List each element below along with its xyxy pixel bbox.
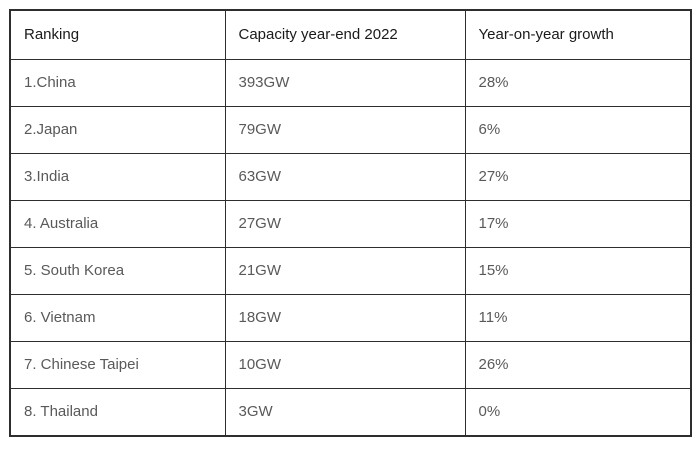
cell-capacity: 27GW (224, 200, 466, 248)
cell-capacity: 21GW (224, 247, 466, 295)
cell-growth: 15% (464, 247, 692, 295)
table-row: 4. Australia 27GW 17% (9, 200, 692, 248)
cell-ranking: 3.India (9, 153, 226, 201)
cell-growth: 27% (464, 153, 692, 201)
table-row: 6. Vietnam 18GW 11% (9, 294, 692, 342)
column-header-ranking: Ranking (9, 9, 226, 60)
table-row: 2.Japan 79GW 6% (9, 106, 692, 154)
cell-growth: 11% (464, 294, 692, 342)
cell-growth: 6% (464, 106, 692, 154)
column-header-capacity: Capacity year-end 2022 (224, 9, 466, 60)
table-row: 8. Thailand 3GW 0% (9, 388, 692, 437)
cell-ranking: 7. Chinese Taipei (9, 341, 226, 389)
header-row: Ranking Capacity year-end 2022 Year-on-y… (9, 9, 692, 60)
cell-ranking: 6. Vietnam (9, 294, 226, 342)
table-row: 1.China 393GW 28% (9, 59, 692, 107)
cell-growth: 0% (464, 388, 692, 437)
cell-capacity: 3GW (224, 388, 466, 437)
cell-growth: 26% (464, 341, 692, 389)
cell-capacity: 393GW (224, 59, 466, 107)
table-row: 3.India 63GW 27% (9, 153, 692, 201)
cell-capacity: 18GW (224, 294, 466, 342)
cell-capacity: 10GW (224, 341, 466, 389)
cell-ranking: 4. Australia (9, 200, 226, 248)
capacity-ranking-table: Ranking Capacity year-end 2022 Year-on-y… (9, 9, 692, 437)
cell-ranking: 1.China (9, 59, 226, 107)
cell-ranking: 8. Thailand (9, 388, 226, 437)
cell-capacity: 63GW (224, 153, 466, 201)
cell-capacity: 79GW (224, 106, 466, 154)
cell-ranking: 5. South Korea (9, 247, 226, 295)
cell-growth: 17% (464, 200, 692, 248)
table-row: 7. Chinese Taipei 10GW 26% (9, 341, 692, 389)
cell-growth: 28% (464, 59, 692, 107)
column-header-growth: Year-on-year growth (464, 9, 692, 60)
table-row: 5. South Korea 21GW 15% (9, 247, 692, 295)
cell-ranking: 2.Japan (9, 106, 226, 154)
